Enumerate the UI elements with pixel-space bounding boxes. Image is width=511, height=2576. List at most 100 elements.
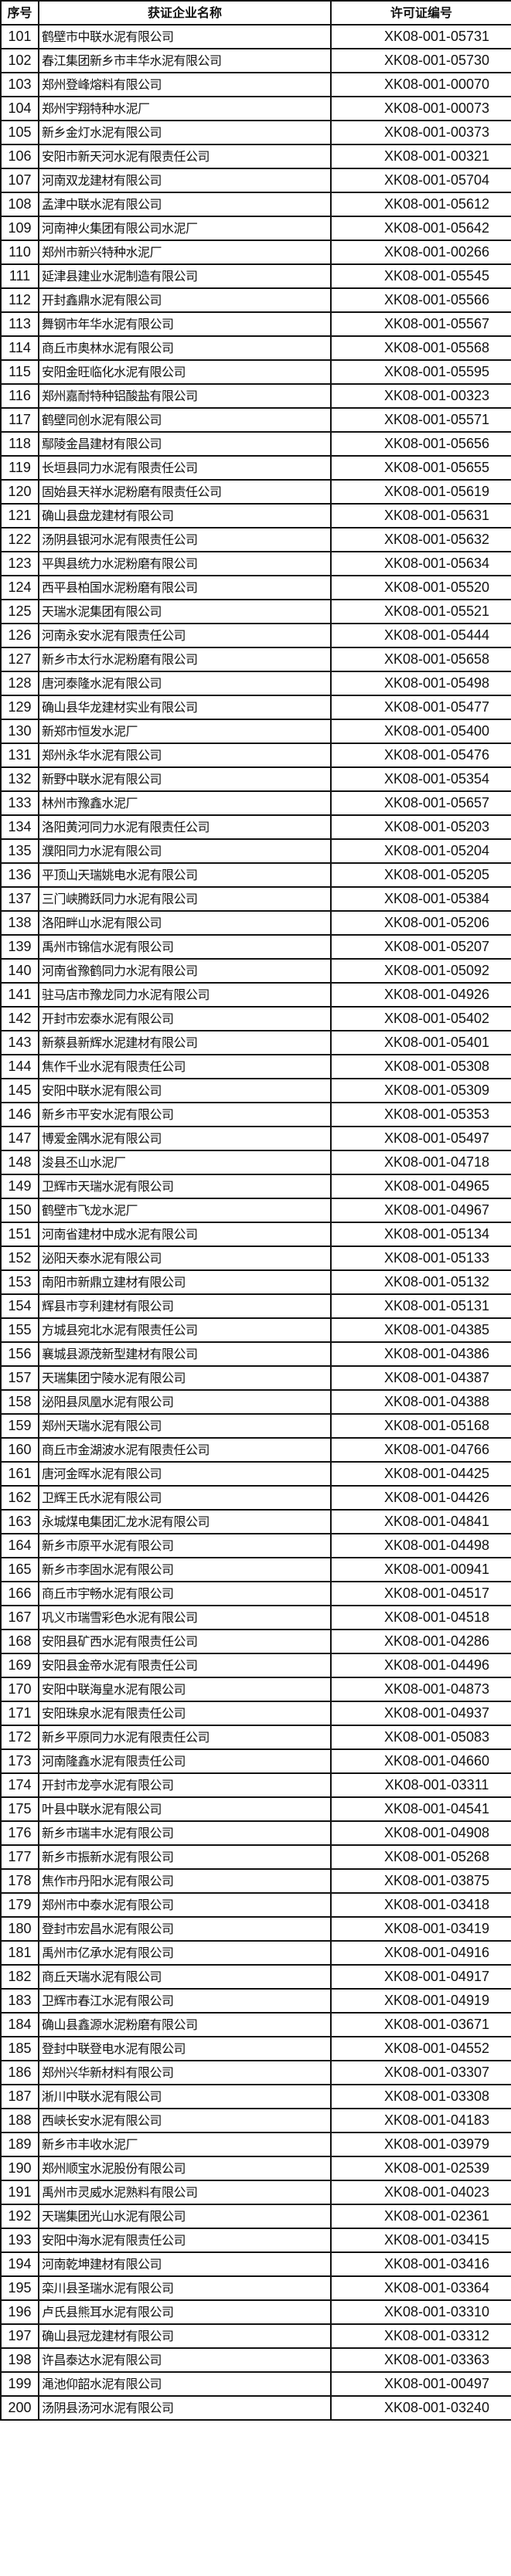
table-row: 170 安阳中联海皇水泥有限公司 XK08-001-04873 [0, 1677, 511, 1702]
license-number-cell: XK08-001-00497 [330, 2371, 511, 2397]
serial-cell: 177 [0, 1844, 39, 1870]
license-number-cell: XK08-001-05497 [330, 1126, 511, 1151]
company-name-cell: 河南神火集团有限公司水泥厂 [38, 216, 332, 241]
table-row: 165 新乡市李固水泥有限公司 XK08-001-00941 [0, 1557, 511, 1582]
company-name-cell: 林州市豫鑫水泥厂 [38, 790, 332, 816]
license-number-cell: XK08-001-05092 [330, 958, 511, 984]
company-name-cell: 确山县鑫源水泥粉磨有限公司 [38, 2012, 332, 2037]
license-number-cell: XK08-001-05642 [330, 216, 511, 241]
serial-cell: 119 [0, 455, 39, 481]
table-row: 104 郑州宇翔特种水泥厂 XK08-001-00073 [0, 96, 511, 121]
serial-cell: 153 [0, 1269, 39, 1295]
license-number-cell: XK08-001-04926 [330, 982, 511, 1008]
license-number-cell: XK08-001-00321 [330, 144, 511, 169]
serial-cell: 194 [0, 2251, 39, 2277]
table-row: 173 河南隆鑫水泥有限责任公司 XK08-001-04660 [0, 1748, 511, 1774]
serial-cell: 143 [0, 1030, 39, 1055]
serial-cell: 140 [0, 958, 39, 984]
company-name-cell: 浚县丕山水泥厂 [38, 1150, 332, 1175]
table-row: 176 新乡市瑞丰水泥有限公司 XK08-001-04908 [0, 1820, 511, 1846]
table-row: 148 浚县丕山水泥厂 XK08-001-04718 [0, 1150, 511, 1175]
license-number-cell: XK08-001-04718 [330, 1150, 511, 1175]
company-name-cell: 方城县宛北水泥有限责任公司 [38, 1317, 332, 1343]
license-number-cell: XK08-001-05545 [330, 263, 511, 289]
serial-cell: 137 [0, 886, 39, 912]
company-name-cell: 安阳珠泉水泥有限责任公司 [38, 1701, 332, 1726]
company-name-cell: 河南省豫鹤同力水泥有限公司 [38, 958, 332, 984]
table-row: 187 淅川中联水泥有限公司 XK08-001-03308 [0, 2084, 511, 2109]
company-name-cell: 登封市宏昌水泥有限公司 [38, 1916, 332, 1942]
company-name-cell: 平顶山天瑞姚电水泥有限公司 [38, 862, 332, 888]
serial-cell: 132 [0, 766, 39, 792]
table-row: 149 卫辉市天瑞水泥有限公司 XK08-001-04965 [0, 1174, 511, 1199]
company-name-cell: 郑州兴华新材料有限公司 [38, 2060, 332, 2085]
license-number-cell: XK08-001-04965 [330, 1174, 511, 1199]
company-name-cell: 禹州市灵威水泥熟料有限公司 [38, 2180, 332, 2205]
license-number-cell: XK08-001-05203 [330, 814, 511, 840]
table-row: 107 河南双龙建材有限公司 XK08-001-05704 [0, 168, 511, 193]
license-number-cell: XK08-001-04908 [330, 1820, 511, 1846]
table-row: 140 河南省豫鹤同力水泥有限公司 XK08-001-05092 [0, 958, 511, 984]
serial-cell: 165 [0, 1557, 39, 1582]
company-name-cell: 唐河金晖水泥有限公司 [38, 1461, 332, 1487]
company-name-cell: 安阳中海水泥有限责任公司 [38, 2228, 332, 2253]
company-name-cell: 焦作市丹阳水泥有限公司 [38, 1868, 332, 1894]
table-row: 131 郑州永华水泥有限公司 XK08-001-05476 [0, 743, 511, 768]
license-number-cell: XK08-001-03307 [330, 2060, 511, 2085]
serial-cell: 151 [0, 1222, 39, 1247]
serial-cell: 188 [0, 2108, 39, 2133]
company-name-cell: 新乡金灯水泥有限公司 [38, 120, 332, 145]
license-number-cell: XK08-001-04498 [330, 1533, 511, 1558]
license-number-cell: XK08-001-05309 [330, 1078, 511, 1103]
license-number-cell: XK08-001-04967 [330, 1198, 511, 1223]
company-name-cell: 叶县中联水泥有限公司 [38, 1796, 332, 1822]
serial-cell: 162 [0, 1485, 39, 1511]
serial-cell: 175 [0, 1796, 39, 1822]
serial-cell: 148 [0, 1150, 39, 1175]
table-row: 137 三门峡腾跃同力水泥有限公司 XK08-001-05384 [0, 886, 511, 912]
license-number-cell: XK08-001-00070 [330, 72, 511, 97]
company-name-cell: 西平县柏国水泥粉磨有限公司 [38, 575, 332, 600]
license-number-cell: XK08-001-04937 [330, 1701, 511, 1726]
serial-cell: 116 [0, 383, 39, 409]
table-row: 186 郑州兴华新材料有限公司 XK08-001-03307 [0, 2060, 511, 2085]
table-row: 122 汤阴县银河水泥有限责任公司 XK08-001-05632 [0, 527, 511, 552]
license-number-cell: XK08-001-05612 [330, 192, 511, 217]
license-number-cell: XK08-001-04660 [330, 1748, 511, 1774]
table-row: 120 固始县天祥水泥粉磨有限责任公司 XK08-001-05619 [0, 479, 511, 505]
serial-cell: 192 [0, 2204, 39, 2229]
company-name-cell: 郑州市新兴特种水泥厂 [38, 240, 332, 265]
license-number-cell: XK08-001-05353 [330, 1102, 511, 1127]
table-row: 161 唐河金晖水泥有限公司 XK08-001-04425 [0, 1461, 511, 1487]
table-row: 162 卫辉王氏水泥有限公司 XK08-001-04426 [0, 1485, 511, 1511]
license-number-cell: XK08-001-04385 [330, 1317, 511, 1343]
table-row: 103 郑州登峰熔料有限公司 XK08-001-00070 [0, 72, 511, 97]
serial-cell: 183 [0, 1988, 39, 2014]
serial-cell: 122 [0, 527, 39, 552]
license-number-cell: XK08-001-03311 [330, 1772, 511, 1798]
company-name-cell: 商丘市宇畅水泥有限公司 [38, 1581, 332, 1606]
table-row: 130 新郑市恒发水泥厂 XK08-001-05400 [0, 719, 511, 744]
table-row: 142 开封市宏泰水泥有限公司 XK08-001-05402 [0, 1006, 511, 1031]
serial-cell: 118 [0, 431, 39, 457]
license-number-cell: XK08-001-04873 [330, 1677, 511, 1702]
company-name-cell: 河南省建材中成水泥有限公司 [38, 1222, 332, 1247]
license-number-cell: XK08-001-05657 [330, 790, 511, 816]
company-name-cell: 延津县建业水泥制造有限公司 [38, 263, 332, 289]
company-name-cell: 濮阳同力水泥有限公司 [38, 838, 332, 864]
serial-cell: 102 [0, 48, 39, 73]
company-name-cell: 许昌泰达水泥有限公司 [38, 2347, 332, 2373]
company-name-cell: 郑州顺宝水泥股份有限公司 [38, 2156, 332, 2181]
license-number-cell: XK08-001-05631 [330, 503, 511, 528]
company-name-cell: 卫辉市春江水泥有限公司 [38, 1988, 332, 2014]
license-number-cell: XK08-001-02539 [330, 2156, 511, 2181]
serial-cell: 195 [0, 2275, 39, 2301]
serial-cell: 149 [0, 1174, 39, 1199]
serial-cell: 170 [0, 1677, 39, 1702]
serial-cell: 159 [0, 1413, 39, 1439]
company-name-cell: 新乡市原平水泥有限公司 [38, 1533, 332, 1558]
table-row: 136 平顶山天瑞姚电水泥有限公司 XK08-001-05205 [0, 862, 511, 888]
serial-cell: 130 [0, 719, 39, 744]
license-number-cell: XK08-001-05133 [330, 1246, 511, 1271]
license-number-cell: XK08-001-04386 [330, 1341, 511, 1367]
